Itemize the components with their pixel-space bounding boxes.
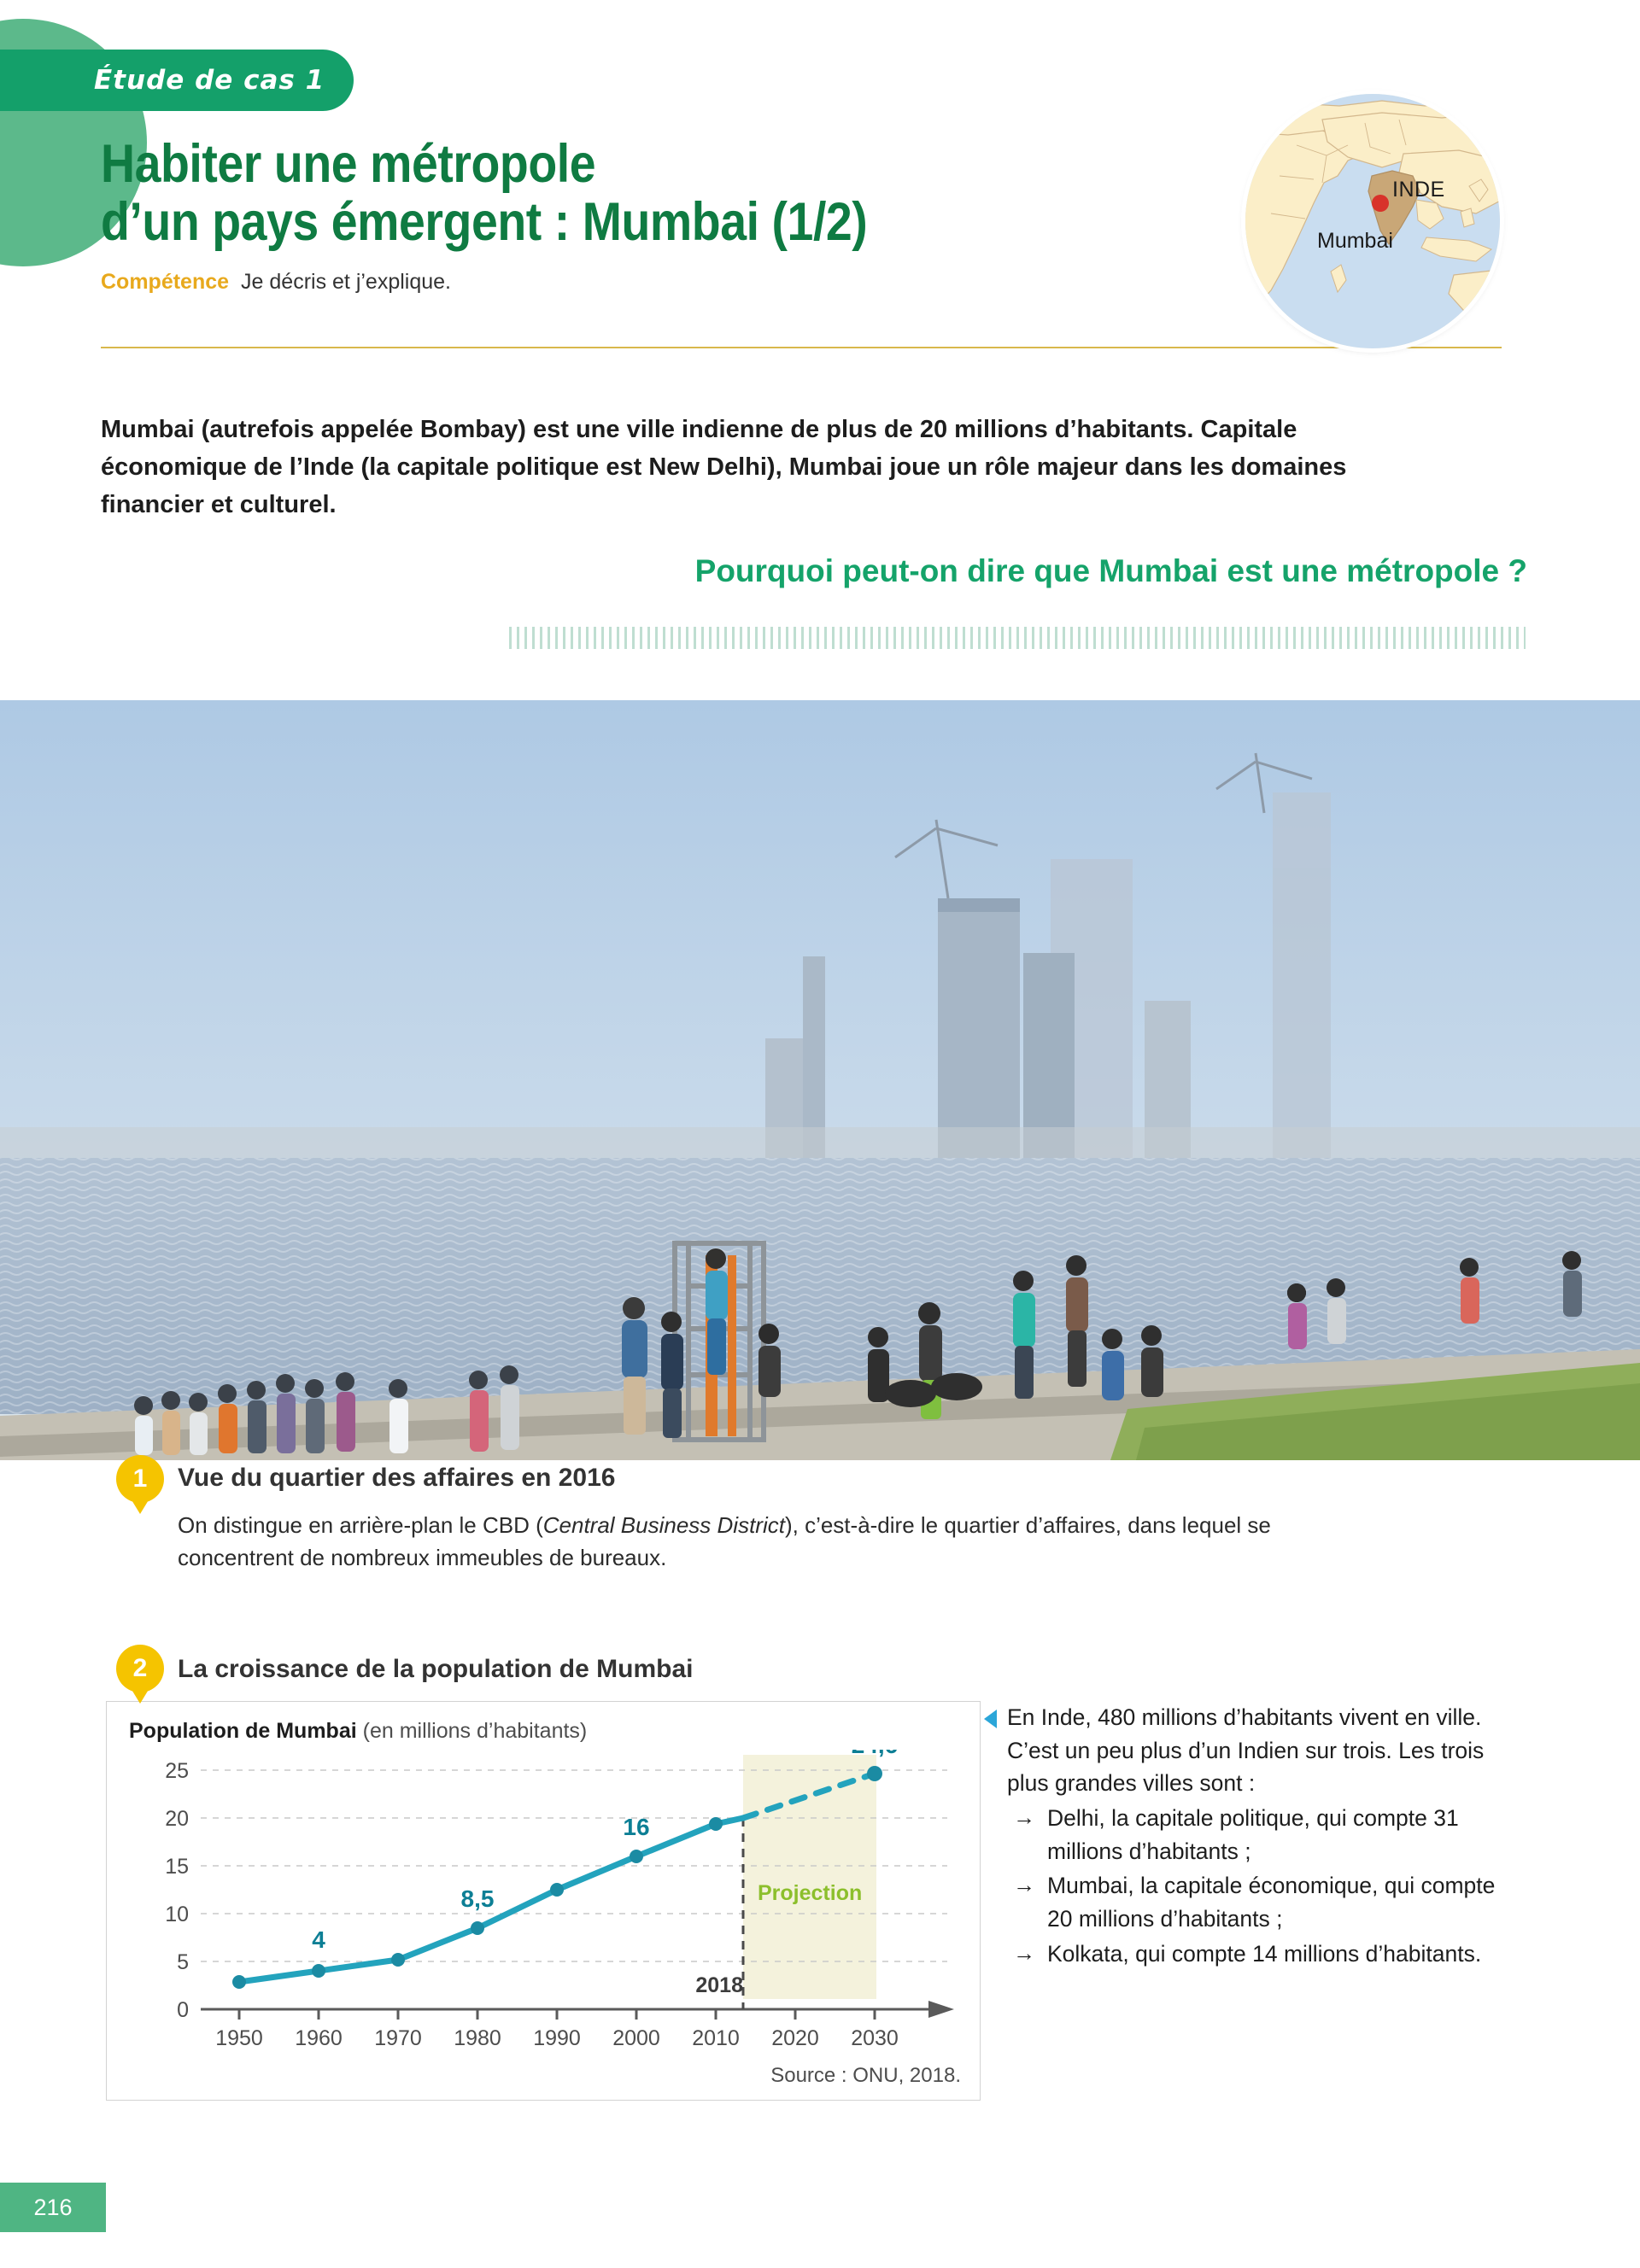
- doc1-body-after: ), c’est-à-dire le quartier d’affaires, …: [178, 1512, 1271, 1570]
- lead-question: Pourquoi peut-on dire que Mumbai est une…: [694, 553, 1527, 588]
- svg-text:15: 15: [165, 1855, 189, 1879]
- mumbai-location-dot: [1372, 195, 1389, 212]
- chart-title: Population de Mumbai (en millions d’habi…: [129, 1719, 587, 1744]
- svg-text:1990: 1990: [533, 2026, 581, 2050]
- svg-text:16: 16: [623, 1814, 649, 1840]
- page-number: 216: [33, 2194, 73, 2220]
- svg-text:24,6: 24,6: [852, 1750, 899, 1758]
- page-number-badge: 216: [0, 2183, 106, 2232]
- left-triangle-bullet-icon: [984, 1710, 997, 1728]
- doc1-description: On distingue en arrière-plan le CBD (Cen…: [178, 1510, 1374, 1574]
- list-item-label: Delhi, la capitale politique, qui compte…: [1047, 1805, 1459, 1864]
- page-title-line2: d’un pays émergent : Mumbai (1/2): [101, 192, 868, 253]
- projection-band: [743, 1755, 876, 1999]
- svg-text:1960: 1960: [295, 2026, 343, 2050]
- chart-y-tick-labels: 0 5 10 15 20 25: [165, 1759, 189, 2022]
- doc1-photo: [0, 700, 1640, 1460]
- competence-label: Compétence: [101, 270, 230, 295]
- svg-text:5: 5: [177, 1950, 189, 1974]
- svg-text:2020: 2020: [771, 2026, 819, 2050]
- page-title: Habiter une métropole d’un pays émergent…: [101, 135, 1108, 251]
- svg-text:10: 10: [165, 1903, 189, 1926]
- competence-row: Compétence Je décris et j’explique.: [101, 270, 1245, 295]
- doc2-side-text: En Inde, 480 millions d’habitants vivent…: [984, 1701, 1524, 1971]
- svg-text:2030: 2030: [851, 2026, 899, 2050]
- svg-text:8,5: 8,5: [461, 1885, 495, 1912]
- list-item: → Delhi, la capitale politique, qui comp…: [1013, 1802, 1524, 1868]
- population-value-labels: 4 8,5 16 24,6: [312, 1750, 898, 1953]
- year-2018-label: 2018: [695, 1973, 743, 1997]
- population-data-points: [232, 1766, 882, 1989]
- side-bullet-list: → Delhi, la capitale politique, qui comp…: [1013, 1802, 1524, 1970]
- population-chart-box: Population de Mumbai (en millions d’habi…: [106, 1701, 981, 2101]
- mumbai-waterfront-illustration: [0, 1127, 1640, 1460]
- list-item: → Mumbai, la capitale économique, qui co…: [1013, 1869, 1524, 1935]
- doc1-title: Vue du quartier des affaires en 2016: [178, 1464, 616, 1492]
- page-header: Habiter une métropole d’un pays émergent…: [101, 135, 1245, 295]
- chart-x-axis: [201, 2001, 954, 2020]
- population-line-observed: [236, 1815, 747, 1985]
- list-item: → Kolkata, qui compte 14 millions d’habi…: [1013, 1938, 1524, 1971]
- svg-text:1950: 1950: [215, 2026, 263, 2050]
- header-divider: [101, 347, 1502, 348]
- doc2-title: La croissance de la population de Mumbai: [178, 1655, 694, 1683]
- side-intro-text: En Inde, 480 millions d’habitants vivent…: [1007, 1704, 1485, 1797]
- locator-map: INDE Mumbai: [1245, 94, 1500, 348]
- page-title-line1: Habiter une métropole: [101, 134, 596, 194]
- doc2-number: 2: [132, 1654, 148, 1682]
- chart-title-light: (en millions d’habitants): [356, 1719, 588, 1743]
- arrow-right-icon: →: [1013, 1872, 1035, 1898]
- chart-gridlines: [201, 1769, 947, 1962]
- case-study-badge: Étude de cas 1: [0, 50, 354, 111]
- chart-source: Source : ONU, 2018.: [770, 2064, 961, 2087]
- case-study-badge-label: Étude de cas 1: [94, 65, 325, 96]
- svg-text:2000: 2000: [612, 2026, 660, 2050]
- doc1-body-italic: Central Business District: [542, 1512, 785, 1538]
- svg-text:0: 0: [177, 1998, 189, 2022]
- svg-text:25: 25: [165, 1759, 189, 1783]
- svg-text:1970: 1970: [374, 2026, 422, 2050]
- doc1-number-pin: 1: [116, 1455, 164, 1503]
- locator-map-graphic: [1245, 94, 1500, 348]
- svg-text:4: 4: [312, 1926, 325, 1953]
- population-line-chart: 0 5 10 15 20 25 1950: [165, 1750, 954, 2050]
- list-item-label: Mumbai, la capitale économique, qui comp…: [1047, 1873, 1496, 1932]
- chart-x-tick-labels: 1950 1960 1970 1980 1990 2000 2010 2020 …: [215, 2026, 899, 2050]
- projection-label: Projection: [758, 1881, 862, 1905]
- arrow-right-icon: →: [1013, 1939, 1035, 1966]
- map-city-label: Mumbai: [1317, 229, 1393, 253]
- svg-text:1980: 1980: [454, 2026, 501, 2050]
- arrow-right-icon: →: [1013, 1804, 1035, 1831]
- doc2-number-pin: 2: [116, 1645, 164, 1692]
- doc1-body-before: On distingue en arrière-plan le CBD (: [178, 1512, 543, 1538]
- intro-paragraph: Mumbai (autrefois appelée Bombay) est un…: [101, 416, 1347, 519]
- map-country-label: INDE: [1392, 178, 1445, 202]
- competence-text: Je décris et j’explique.: [241, 270, 452, 295]
- list-item-label: Kolkata, qui compte 14 millions d’habita…: [1047, 1940, 1482, 1967]
- svg-text:2010: 2010: [692, 2026, 740, 2050]
- answer-line-ticks: [509, 627, 1526, 649]
- chart-title-bold: Population de Mumbai: [129, 1719, 357, 1743]
- population-line-projected: [740, 1770, 878, 1821]
- svg-text:20: 20: [165, 1807, 189, 1831]
- doc1-number: 1: [132, 1464, 148, 1493]
